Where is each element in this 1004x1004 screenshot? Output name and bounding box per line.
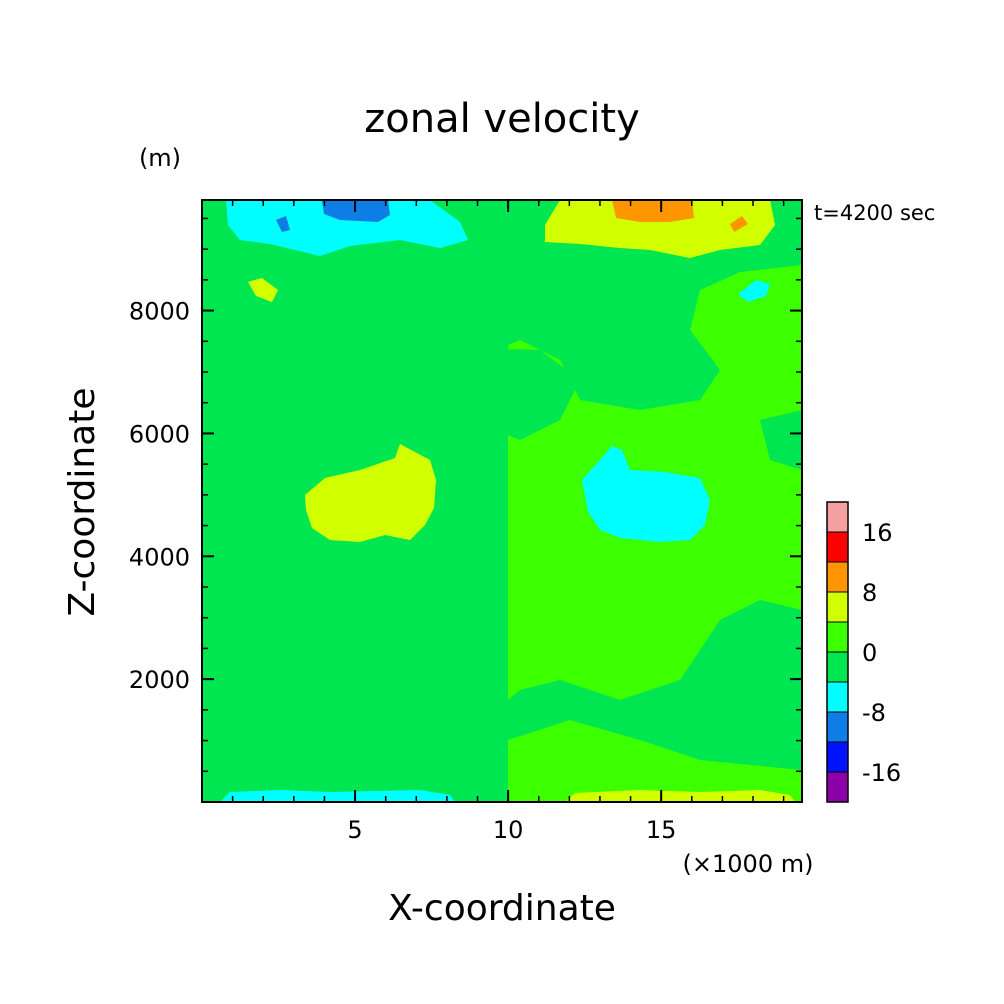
colorbar-segment (827, 682, 848, 712)
time-label: t=4200 sec (814, 201, 935, 225)
y-tick-label: 4000 (129, 543, 190, 571)
region-positive-jet-top (545, 200, 775, 258)
colorbar-segment (827, 562, 848, 592)
region-weak-negative-right (508, 200, 802, 770)
colorbar-segment (827, 622, 848, 652)
y-tick-label: 6000 (129, 420, 190, 448)
x-unit-label: (×1000 m) (683, 850, 814, 878)
colorbar-segment (827, 742, 848, 772)
colorbar-tick-label: -8 (862, 699, 886, 727)
colorbar-tick-label: -16 (862, 759, 901, 787)
region-weak-negative-lower-bands (202, 625, 802, 760)
chart-title: zonal velocity (364, 96, 640, 142)
contour-field (202, 200, 802, 802)
region-weak-negative-center-upper (430, 348, 580, 440)
region-bottom-positive (565, 790, 795, 802)
region-negative-core (582, 446, 710, 542)
colorbar-segment (827, 712, 848, 742)
colorbar-segment (827, 592, 848, 622)
x-tick-label: 10 (493, 816, 524, 844)
colorbar: 16 8 0 -8 -16 (826, 501, 901, 803)
x-tick-label: 15 (646, 816, 677, 844)
y-unit-label: (m) (139, 144, 181, 172)
plot-frame (201, 199, 803, 803)
colorbar-tick-label: 0 (862, 639, 877, 667)
region-positive-blob-left (248, 278, 278, 302)
region-strong-positive-top (612, 200, 748, 232)
colorbar-segment (827, 532, 848, 562)
x-tick-label: 5 (347, 816, 362, 844)
colorbar-segment (827, 652, 848, 682)
x-axis-label: X-coordinate (388, 888, 616, 929)
colorbar-segment (827, 772, 848, 802)
y-tick-label: 2000 (129, 666, 190, 694)
region-positive-core (305, 444, 436, 542)
colorbar-tick-label: 16 (862, 519, 893, 547)
region-negative-blob-right (738, 280, 770, 302)
axes: 5 10 15 2000 4000 6000 8000 (129, 199, 803, 844)
y-axis-label: Z-coordinate (62, 387, 103, 616)
region-weak-negative-left-edge (202, 405, 240, 485)
region-negative-jet-top (226, 200, 468, 256)
colorbar-tick-label: 8 (862, 579, 877, 607)
colorbar-segment (827, 502, 848, 532)
region-strong-negative-top (276, 200, 390, 232)
y-tick-label: 8000 (129, 298, 190, 326)
region-bottom-negative (220, 790, 455, 802)
